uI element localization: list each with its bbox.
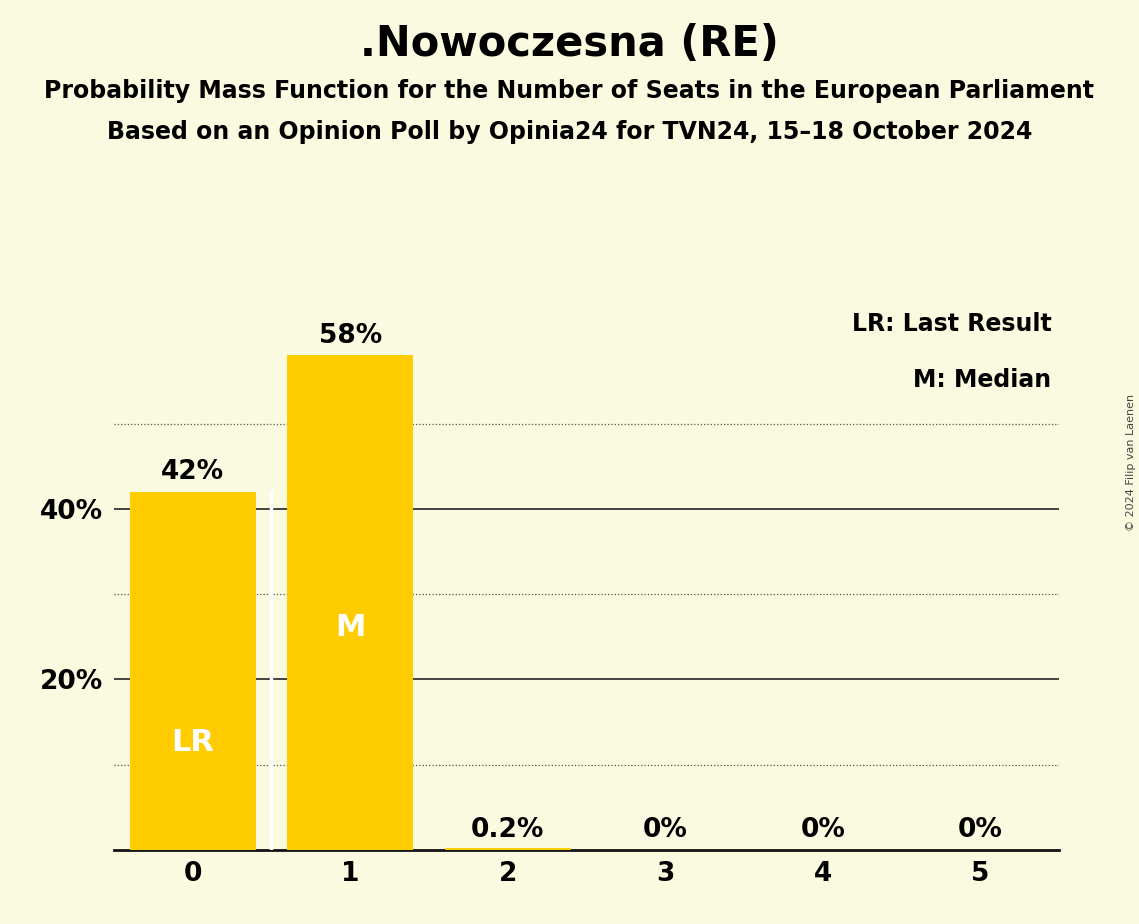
Text: 58%: 58%	[319, 322, 382, 348]
Text: © 2024 Filip van Laenen: © 2024 Filip van Laenen	[1126, 394, 1136, 530]
Bar	[287, 356, 413, 850]
Text: 0%: 0%	[801, 817, 845, 844]
Bar	[444, 848, 571, 850]
Text: 0%: 0%	[642, 817, 688, 844]
Text: 0.2%: 0.2%	[472, 817, 544, 844]
Text: M: Median: M: Median	[913, 368, 1051, 392]
Text: 0%: 0%	[958, 817, 1003, 844]
Text: Probability Mass Function for the Number of Seats in the European Parliament: Probability Mass Function for the Number…	[44, 79, 1095, 103]
Text: M: M	[335, 613, 366, 642]
Text: 42%: 42%	[161, 459, 224, 485]
Bar	[130, 492, 256, 850]
Text: .Nowoczesna (RE): .Nowoczesna (RE)	[360, 23, 779, 65]
Text: LR: Last Result: LR: Last Result	[852, 312, 1051, 336]
Text: Based on an Opinion Poll by Opinia24 for TVN24, 15–18 October 2024: Based on an Opinion Poll by Opinia24 for…	[107, 120, 1032, 144]
Text: LR: LR	[171, 728, 214, 757]
